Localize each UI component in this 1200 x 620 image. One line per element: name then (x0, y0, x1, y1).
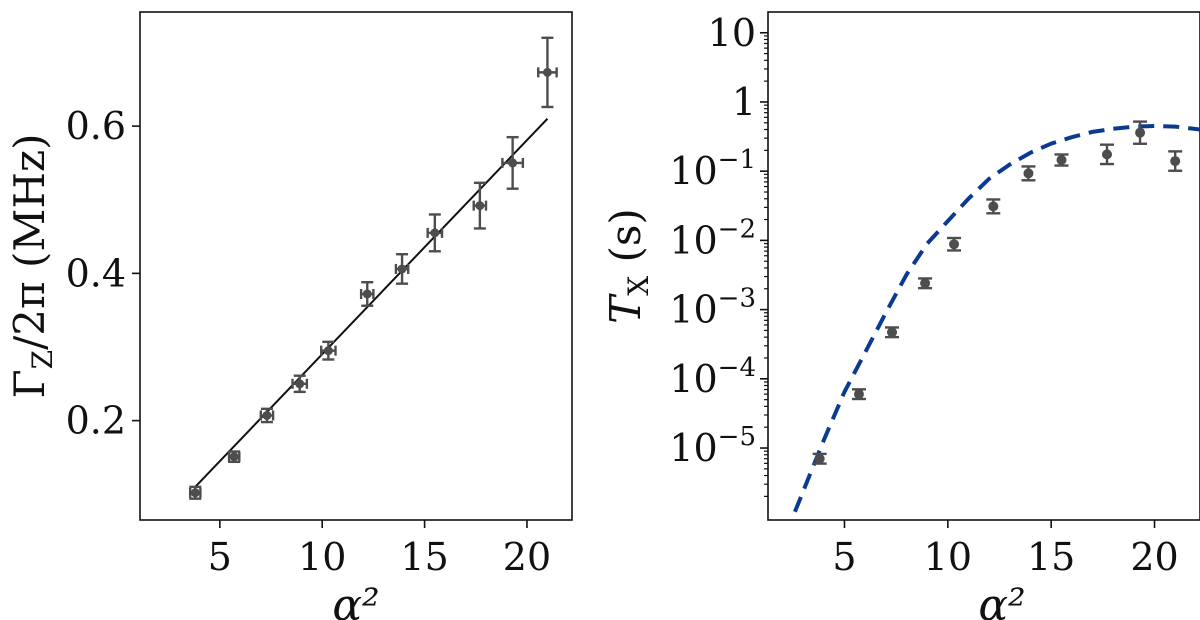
data-point (1021, 165, 1036, 182)
point-marker (1056, 155, 1067, 166)
point-marker (542, 67, 552, 77)
y-tick-label: 10 (708, 11, 756, 55)
x-ticks-right: 5 10 15 20 (832, 520, 1179, 579)
y-tick-label: 10−4 (669, 353, 756, 401)
data-point (188, 485, 202, 500)
y-tick-label: 0.6 (66, 104, 126, 148)
x-axis-label-right: α² (978, 580, 1025, 620)
tick-base: 10 (669, 288, 717, 332)
data-point (537, 36, 558, 109)
data-point (1133, 120, 1148, 145)
point-marker (430, 228, 440, 238)
data-point (359, 280, 375, 307)
fit-line-segment (194, 118, 549, 488)
fit-line (194, 118, 549, 488)
point-marker (853, 389, 864, 400)
point-marker (1023, 168, 1034, 179)
point-marker (814, 453, 825, 464)
data-point (947, 236, 962, 252)
y-tick-label: 1 (732, 80, 756, 124)
x-tick-label: 15 (400, 535, 448, 579)
y-tick-label: 0.4 (66, 251, 126, 295)
x-ticks-left: 5 10 15 20 (208, 520, 551, 579)
y-tick-label: 10−3 (669, 284, 756, 332)
y-tick-label: 10−2 (669, 214, 756, 262)
point-marker (508, 158, 518, 168)
point-marker (397, 264, 407, 274)
point-marker (988, 201, 999, 212)
x-tick-label: 15 (1027, 535, 1075, 579)
point-marker (1170, 156, 1181, 167)
x-tick-label: 5 (208, 535, 232, 579)
y-tick-label: 10−5 (669, 422, 756, 470)
point-marker (920, 278, 931, 289)
plot-frame-right (767, 11, 1200, 521)
point-marker (475, 201, 485, 211)
data-point (501, 135, 525, 190)
point-marker (190, 488, 200, 498)
tick-exponent: −4 (718, 353, 756, 383)
data-points-right (812, 120, 1183, 465)
data-point (986, 198, 1001, 215)
y-axis-label-left: ΓZ/2π (MHz) (5, 134, 59, 399)
tick-base: 10 (669, 357, 717, 401)
x-tick-label: 10 (924, 535, 972, 579)
data-point (1099, 143, 1114, 166)
tick-exponent: −1 (718, 145, 756, 175)
data-point (1054, 153, 1069, 167)
x-tick-label: 20 (1130, 535, 1178, 579)
data-point (394, 253, 410, 285)
point-marker (262, 410, 272, 420)
data-point (1168, 150, 1183, 172)
data-point (851, 388, 866, 401)
data-point (472, 181, 488, 230)
tick-exponent: −3 (718, 284, 756, 314)
data-point (319, 340, 337, 361)
plot-frame-left (139, 11, 573, 521)
point-marker (949, 239, 960, 250)
data-points-left (188, 36, 558, 500)
point-marker (323, 346, 333, 356)
data-point (291, 374, 309, 394)
x-tick-label: 20 (503, 535, 551, 579)
x-tick-label: 5 (832, 535, 856, 579)
y-tick-label: 0.2 (66, 399, 126, 443)
point-marker (887, 327, 898, 338)
data-point (426, 213, 444, 253)
point-marker (1135, 127, 1146, 138)
tick-base: 10 (669, 218, 717, 262)
data-point (918, 277, 933, 290)
tick-exponent: −5 (718, 422, 756, 452)
y-axis-label-right: TX (s) (601, 208, 655, 324)
theory-curve-path (793, 123, 1200, 513)
point-marker (1101, 149, 1112, 160)
y-ticks-left: 0.2 0.4 0.6 (66, 104, 140, 443)
x-axis-label-left: α² (332, 580, 379, 620)
point-marker (229, 452, 239, 462)
tick-base: 10 (669, 426, 717, 470)
tick-base: 10 (669, 149, 717, 193)
theory-curve (793, 123, 1200, 513)
y-tick-label: 10−1 (669, 145, 756, 193)
data-point (259, 407, 275, 424)
data-point (227, 450, 241, 464)
x-tick-label: 10 (298, 535, 346, 579)
data-point (885, 326, 900, 339)
point-marker (295, 379, 305, 389)
tick-exponent: −2 (718, 214, 756, 244)
panel-left: 5 10 15 20 0.2 0.4 0.6 α² ΓZ/2π (MHz) (5, 11, 573, 620)
point-marker (362, 289, 372, 299)
data-point (812, 452, 827, 465)
